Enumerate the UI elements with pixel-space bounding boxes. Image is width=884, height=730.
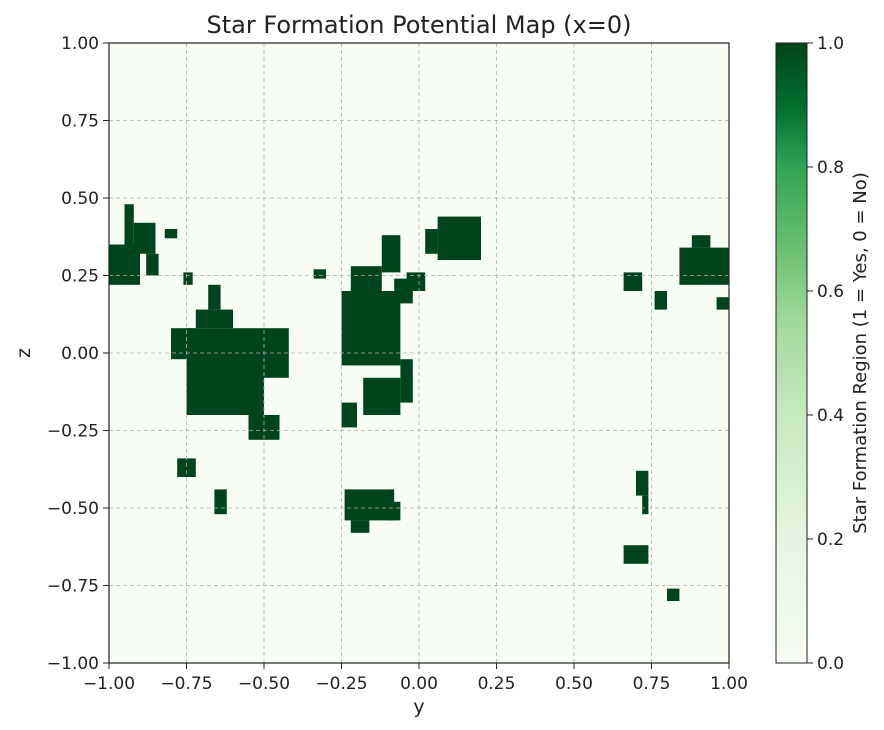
colorbar-tick-label-1: 0.8 [817, 158, 844, 178]
region-cell-29 [642, 495, 649, 515]
region-cell-8 [195, 309, 233, 329]
region-cell-19 [437, 216, 481, 260]
region-cell-20 [425, 229, 438, 254]
y-tick-label-0: 1.00 [61, 34, 99, 54]
region-cell-7 [186, 328, 264, 415]
region-cell-1 [124, 204, 134, 245]
colorbar-tick-label-3: 0.4 [817, 406, 844, 426]
y-tick-label-6: −0.50 [47, 499, 99, 519]
x-tick-label-7: 0.75 [633, 674, 671, 694]
region-cell-36 [313, 269, 326, 279]
region-cell-15 [350, 266, 382, 291]
region-cell-18 [406, 272, 426, 291]
region-cell-13 [214, 489, 227, 515]
region-cell-35 [716, 297, 729, 310]
y-tick-label-2: 0.50 [61, 189, 99, 209]
x-tick-label-0: −1.00 [83, 674, 135, 694]
region-cell-27 [623, 545, 649, 564]
region-cell-21 [363, 377, 401, 415]
region-cell-22 [400, 359, 413, 403]
colorbar-tick-label-4: 0.2 [817, 530, 844, 550]
region-cell-12 [177, 458, 196, 477]
chart-title: Star Formation Potential Map (x=0) [207, 11, 632, 39]
x-tick-label-5: 0.25 [478, 674, 516, 694]
y-axis-label: z [13, 348, 35, 358]
colorbar-label: Star Formation Region (1 = Yes, 0 = No) [850, 172, 871, 534]
region-cell-30 [667, 588, 680, 601]
x-tick-label-8: 1.00 [710, 674, 748, 694]
colorbar-ticks: 1.0 0.8 0.6 0.4 0.2 0.0 [807, 34, 844, 674]
grid-lines [109, 43, 729, 663]
region-cell-25 [350, 520, 370, 533]
region-cell-5 [183, 272, 193, 285]
region-cell-26 [388, 501, 401, 521]
region-cell-4 [164, 229, 178, 239]
x-tick-label-4: 0.00 [400, 674, 438, 694]
region-cell-34 [654, 291, 667, 310]
y-tick-label-5: −0.25 [47, 422, 99, 442]
y-tick-label-7: −0.75 [47, 577, 99, 597]
region-cell-2 [133, 222, 156, 254]
region-cell-33 [623, 272, 643, 291]
region-cell-31 [679, 247, 729, 285]
x-tick-label-6: 0.50 [555, 674, 593, 694]
colorbar-tick-label-2: 0.6 [817, 282, 844, 302]
region-cell-32 [691, 235, 711, 248]
y-tick-label-3: 0.25 [61, 267, 99, 287]
y-tick-label-1: 0.75 [61, 112, 99, 132]
region-cell-28 [636, 470, 649, 496]
region-cell-3 [146, 253, 159, 276]
x-tick-label-1: −0.75 [160, 674, 212, 694]
region-cell-24 [344, 489, 395, 521]
region-cell-9 [208, 284, 221, 310]
region-cell-23 [341, 402, 357, 428]
colorbar-tick-label-0: 1.0 [817, 34, 844, 54]
y-tick-label-4: 0.00 [61, 344, 99, 364]
region-cell-16 [381, 235, 401, 273]
colorbar [775, 42, 808, 664]
x-tick-label-2: −0.50 [238, 674, 290, 694]
region-cell-14 [341, 291, 401, 366]
y-axis-ticks: 1.00 0.75 0.50 0.25 0.00 −0.25 −0.50 −0.75 −1.00 [47, 34, 109, 674]
x-axis-label: y [413, 696, 424, 718]
x-axis-ticks: −1.00 −0.75 −0.50 −0.25 0.00 0.25 0.50 0.75 1.00 [83, 663, 748, 694]
y-tick-label-8: −1.00 [47, 654, 99, 674]
colorbar-tick-label-5: 0.0 [817, 654, 844, 674]
x-tick-label-3: −0.25 [315, 674, 367, 694]
